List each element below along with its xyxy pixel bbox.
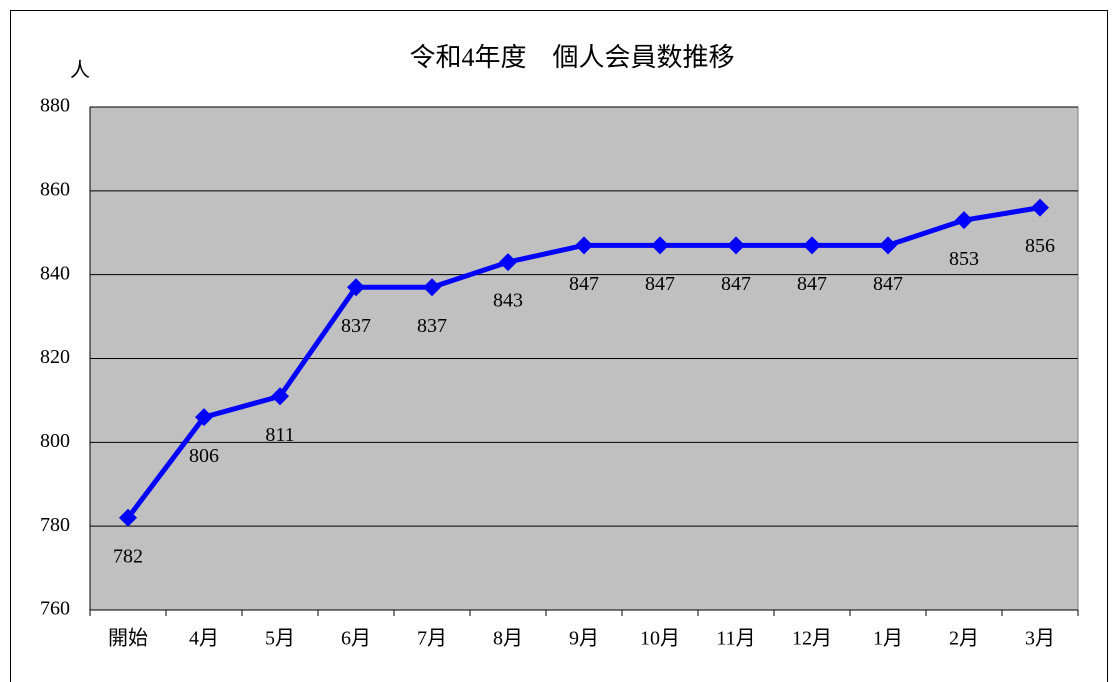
y-tick-label: 880 [40, 95, 70, 117]
data-label: 853 [949, 248, 979, 270]
x-tick-label: 11月 [716, 628, 755, 650]
data-point [499, 253, 517, 272]
x-tick-label: 開始 [108, 627, 148, 650]
data-label: 847 [873, 273, 903, 295]
data-point [575, 236, 593, 255]
data-point [651, 236, 669, 255]
data-point [119, 508, 137, 527]
data-label: 847 [645, 273, 675, 295]
x-tick-label: 6月 [341, 628, 371, 650]
data-label: 847 [721, 273, 751, 295]
data-label: 806 [189, 445, 219, 467]
data-point [271, 387, 289, 406]
x-tick-label: 4月 [189, 628, 219, 650]
data-label: 811 [265, 424, 294, 446]
data-point [423, 278, 441, 297]
y-tick-label: 860 [40, 178, 70, 200]
x-tick-label: 1月 [873, 628, 903, 650]
data-label: 856 [1025, 235, 1055, 257]
data-label: 837 [417, 315, 447, 337]
data-label: 782 [113, 545, 143, 567]
data-point [727, 236, 745, 255]
data-point [1031, 198, 1049, 217]
x-tick-label: 9月 [569, 628, 599, 650]
data-point [195, 408, 213, 427]
x-tick-label: 10月 [640, 628, 680, 650]
data-label: 847 [797, 273, 827, 295]
y-axis-label: 人 [70, 59, 90, 82]
x-tick-label: 3月 [1025, 628, 1055, 650]
data-point [955, 211, 973, 230]
y-tick-label: 760 [40, 598, 70, 620]
data-point [803, 236, 821, 255]
y-tick-label: 840 [40, 262, 70, 284]
data-label: 847 [569, 273, 599, 295]
y-tick-label: 780 [40, 514, 70, 536]
data-label: 837 [341, 315, 371, 337]
data-point [347, 278, 365, 297]
x-tick-label: 12月 [792, 628, 832, 650]
x-tick-label: 5月 [265, 628, 295, 650]
data-point [879, 236, 897, 255]
x-tick-label: 2月 [949, 628, 979, 650]
chart-title: 令和4年度 個人会員数推移 [409, 43, 734, 72]
x-tick-label: 8月 [493, 628, 523, 650]
x-tick-label: 7月 [417, 628, 447, 650]
y-tick-label: 800 [40, 430, 70, 452]
data-label: 843 [493, 290, 523, 312]
y-tick-label: 820 [40, 346, 70, 368]
